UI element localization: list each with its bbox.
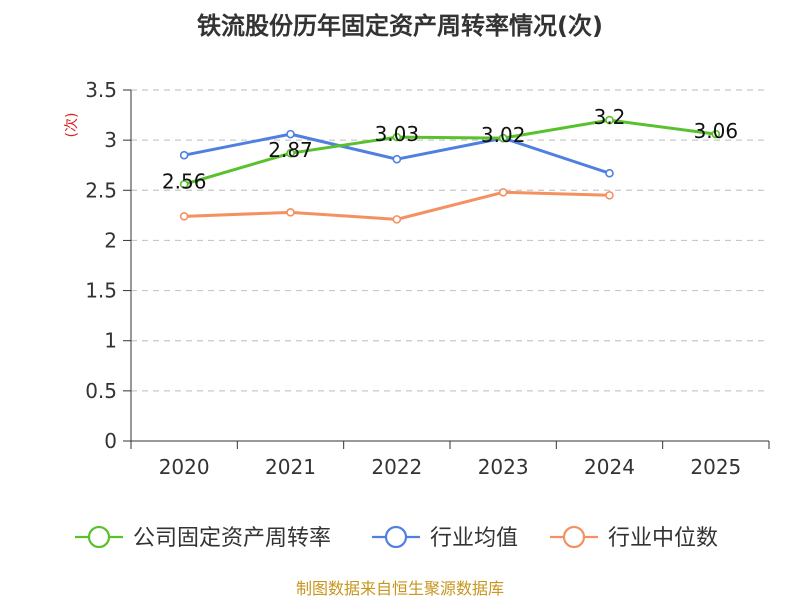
data-point [605, 191, 614, 200]
y-axis-label: (次) [64, 113, 80, 138]
data-point [711, 129, 721, 139]
y-tick-label: 3.5 [85, 78, 117, 102]
axes [130, 90, 769, 442]
y-tick-label: 2.5 [85, 178, 117, 202]
data-point [392, 215, 402, 224]
data-point [392, 154, 402, 164]
data-point [392, 132, 402, 142]
data-point [286, 148, 295, 158]
data-label: 3.03 [375, 122, 420, 146]
gridlines [131, 89, 769, 392]
data-point [605, 168, 614, 178]
y-tick-label: 2 [104, 228, 117, 252]
data-label: 2.87 [268, 138, 313, 162]
legend-marker [562, 525, 586, 549]
series-lines [179, 115, 721, 224]
data-label: 3.02 [481, 123, 526, 147]
data-point [498, 133, 508, 143]
source-note: 制图数据来自恒生聚源数据库 [296, 579, 504, 598]
y-tick-label: 1 [104, 329, 117, 353]
data-point [179, 212, 189, 221]
legend-label: 行业中位数 [608, 526, 718, 551]
data-point [179, 179, 189, 189]
x-tick-label: 2020 [159, 455, 210, 479]
x-tick-label: 2023 [478, 455, 529, 479]
x-tick-label: 2024 [584, 455, 635, 479]
x-axis-ticks: 2020 2021 2022 2023 2024 2025 [130, 441, 770, 479]
y-tick-label: 1.5 [85, 279, 117, 303]
x-tick-label: 2022 [371, 455, 422, 479]
data-label: 3.06 [694, 119, 739, 143]
data-point [498, 187, 508, 197]
legend: 公司固定资产周转率 行业均值 行业中位数 [75, 525, 718, 551]
data-labels: 2.56 2.87 3.03 3.02 3.2 3.06 [162, 105, 738, 193]
data-label: 2.56 [162, 169, 207, 193]
data-point [286, 208, 295, 217]
chart-title: 铁流股份历年固定资产周转率情况(次) [197, 12, 603, 40]
legend-marker [384, 525, 408, 549]
series-line-0 [183, 118, 717, 186]
y-tick-label: 0 [104, 429, 117, 453]
legend-marker [87, 525, 111, 549]
legend-label: 公司固定资产周转率 [133, 526, 331, 551]
x-tick-label: 2021 [265, 455, 316, 479]
y-axis-ticks: 0 0.5 1 1.5 2 2.5 3 3.5 [85, 78, 131, 453]
data-point [605, 115, 614, 125]
y-tick-label: 3 [104, 128, 117, 152]
data-point [286, 129, 295, 139]
legend-label: 行业均值 [430, 526, 518, 551]
data-point [179, 150, 189, 160]
data-label: 3.2 [594, 105, 626, 129]
x-tick-label: 2025 [690, 455, 741, 479]
y-tick-label: 0.5 [85, 379, 117, 403]
